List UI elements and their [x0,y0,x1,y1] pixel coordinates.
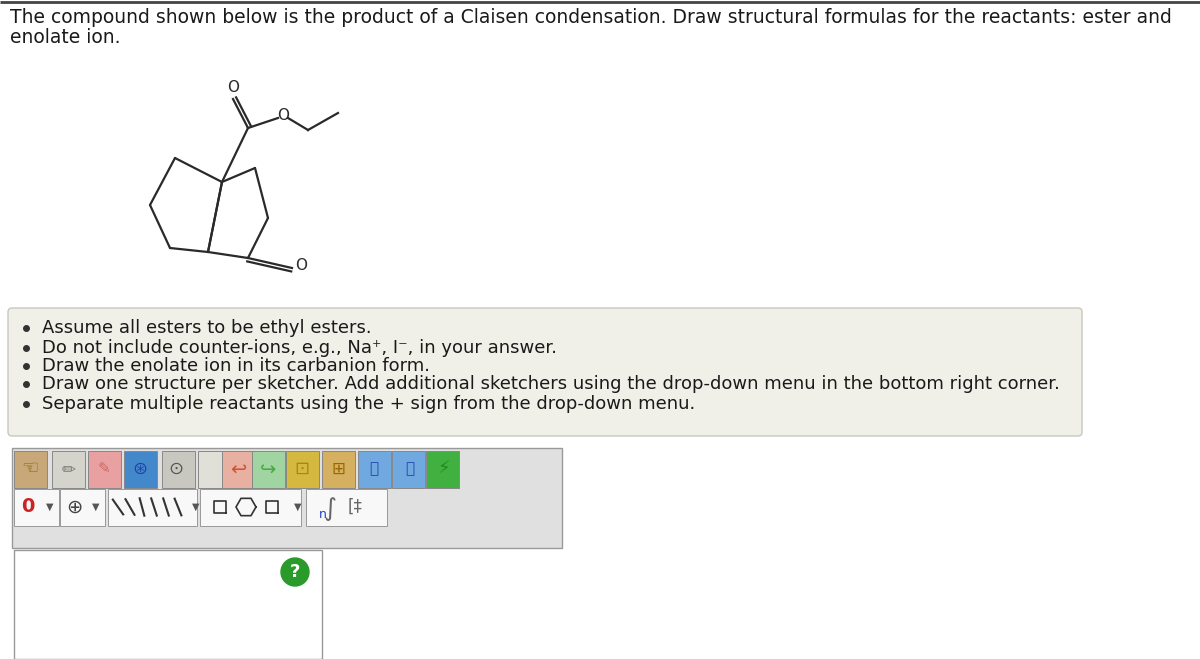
FancyBboxPatch shape [198,451,230,488]
FancyBboxPatch shape [199,488,300,525]
FancyBboxPatch shape [88,451,120,488]
FancyBboxPatch shape [306,488,386,525]
Text: Separate multiple reactants using the + sign from the drop-down menu.: Separate multiple reactants using the + … [42,395,695,413]
Text: ⊛: ⊛ [132,460,148,478]
FancyBboxPatch shape [13,451,47,488]
FancyBboxPatch shape [426,451,458,488]
Text: ▼: ▼ [294,502,301,512]
Text: ⚡: ⚡ [438,460,450,478]
Text: ⊙: ⊙ [168,460,184,478]
Bar [14,550,322,659]
FancyBboxPatch shape [358,451,390,488]
FancyBboxPatch shape [252,451,284,488]
FancyBboxPatch shape [322,451,354,488]
Text: The compound shown below is the product of a Claisen condensation. Draw structur: The compound shown below is the product … [10,8,1172,27]
FancyBboxPatch shape [124,451,156,488]
Text: O: O [277,109,289,123]
Text: O: O [227,80,239,96]
Text: ▼: ▼ [92,502,100,512]
FancyBboxPatch shape [162,451,194,488]
Text: Draw one structure per sketcher. Add additional sketchers using the drop-down me: Draw one structure per sketcher. Add add… [42,375,1060,393]
FancyBboxPatch shape [60,488,104,525]
Text: Draw the enolate ion in its carbanion form.: Draw the enolate ion in its carbanion fo… [42,357,430,375]
Text: Assume all esters to be ethyl esters.: Assume all esters to be ethyl esters. [42,319,372,337]
Text: ⊞: ⊞ [331,460,344,478]
FancyBboxPatch shape [108,488,197,525]
FancyBboxPatch shape [286,451,318,488]
Text: ↩: ↩ [230,459,246,478]
Text: ✎: ✎ [97,461,110,476]
Text: ∫: ∫ [324,497,336,521]
Text: ⊕: ⊕ [66,498,82,517]
FancyBboxPatch shape [13,488,59,525]
Text: ▼: ▼ [47,502,54,512]
Text: enolate ion.: enolate ion. [10,28,120,47]
Text: Do not include counter-ions, e.g., Na⁺, I⁻, in your answer.: Do not include counter-ions, e.g., Na⁺, … [42,339,557,357]
FancyBboxPatch shape [52,451,84,488]
Text: ▼: ▼ [192,502,199,512]
Text: ✏: ✏ [61,460,74,478]
FancyBboxPatch shape [222,451,254,488]
Text: ☜: ☜ [22,459,38,478]
Circle shape [281,558,310,586]
Text: 0: 0 [22,498,35,517]
Text: 🔎: 🔎 [406,461,414,476]
Text: ↪: ↪ [260,459,276,478]
Text: 🔍: 🔍 [370,461,378,476]
Text: O: O [295,258,307,273]
Text: ⊡: ⊡ [294,460,310,478]
FancyBboxPatch shape [391,451,425,488]
Text: [‡: [‡ [348,498,362,516]
Text: ?: ? [290,563,300,581]
FancyBboxPatch shape [12,448,562,548]
Text: n: n [319,507,326,521]
FancyBboxPatch shape [8,308,1082,436]
